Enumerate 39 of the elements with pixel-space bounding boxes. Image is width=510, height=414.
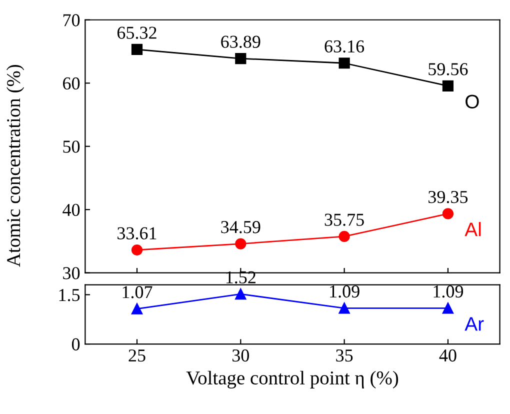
series-label: Ar	[464, 317, 484, 331]
y-tick-label: 40	[62, 204, 80, 216]
data-label: 1.09	[434, 285, 464, 298]
point	[442, 208, 454, 220]
data-label: 39.35	[428, 190, 468, 204]
point	[338, 302, 350, 314]
point	[131, 244, 143, 256]
data-label: 1.09	[330, 285, 360, 298]
point	[338, 58, 350, 69]
point	[442, 80, 454, 92]
data-label: 35.75	[324, 214, 364, 226]
y-tick-label: 0	[72, 338, 80, 350]
y-tick-label: 1.5	[59, 289, 80, 302]
point	[235, 52, 246, 64]
point	[131, 303, 143, 314]
y-axis-title: Atomic concentration (%)	[6, 64, 24, 267]
series-label: O	[466, 94, 479, 109]
data-label: 34.59	[221, 221, 260, 234]
y-tick-label: 70	[63, 14, 80, 26]
data-label: 1.07	[122, 286, 152, 298]
data-label: 59.56	[428, 63, 468, 76]
y-tick-label: 60	[63, 77, 80, 90]
x-tick-label: 35	[336, 349, 353, 362]
data-label: 65.32	[117, 26, 156, 39]
x-axis-title: Voltage control point η (%)	[186, 370, 398, 389]
y-tick-label: 50	[63, 140, 80, 153]
data-label: 63.16	[324, 40, 364, 53]
data-label: 63.89	[221, 36, 260, 48]
point	[131, 44, 143, 56]
series-label: Al	[464, 222, 481, 236]
x-tick-label: 25	[128, 349, 146, 362]
point	[338, 230, 350, 242]
point	[442, 302, 454, 314]
data-label: 33.61	[118, 227, 156, 240]
x-tick-label: 40	[439, 349, 456, 362]
point	[235, 238, 246, 250]
x-tick-label: 30	[232, 349, 249, 362]
y-tick-label: 30	[63, 267, 80, 280]
point	[235, 288, 246, 300]
